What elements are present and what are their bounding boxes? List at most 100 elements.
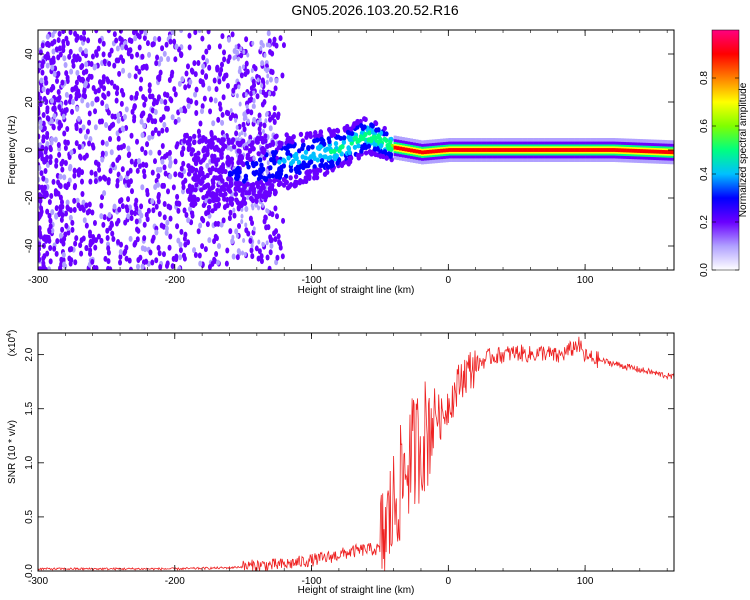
- spectrogram-cell: [168, 96, 173, 103]
- spectrogram-cell: [48, 223, 53, 230]
- spectrogram-cell: [163, 99, 168, 106]
- spectrogram-cell: [248, 195, 254, 202]
- spectrogram-cell: [265, 169, 269, 175]
- spectrogram-cell: [142, 122, 147, 129]
- spectrogram-cell: [130, 188, 135, 195]
- spectrogram-cell: [227, 183, 233, 189]
- spectrogram-cell: [41, 112, 46, 119]
- spectrogram-cell: [140, 64, 145, 71]
- spectrogram-cell: [194, 86, 199, 93]
- spectrogram-cell: [272, 105, 277, 112]
- spectrogram-cell: [245, 108, 250, 115]
- spectrogram-cell: [208, 108, 213, 115]
- spectrogram-cell: [219, 66, 224, 73]
- spectrogram-cell: [94, 30, 99, 34]
- snr-x-tick-label: 100: [577, 576, 594, 587]
- spectrogram-cell: [234, 117, 238, 123]
- spectrogram-cell: [251, 78, 256, 85]
- spectrogram-cell: [165, 219, 170, 226]
- spectrogram-cell: [64, 70, 69, 77]
- spectrogram-cell: [162, 50, 167, 57]
- spectrogram-cell: [118, 253, 123, 260]
- spectrogram-cell: [137, 217, 142, 224]
- spectrogram-cell: [332, 148, 337, 154]
- spectrogram-cell: [48, 154, 53, 161]
- spectrogram-cell: [217, 101, 222, 108]
- spectrogram-cell: [475, 148, 479, 152]
- spectrogram-cell: [134, 65, 139, 72]
- spectrogram-cell: [49, 136, 54, 143]
- spectrogram-cell: [549, 148, 553, 152]
- spectrogram-cell: [236, 248, 241, 255]
- spectrogram-cell: [102, 85, 107, 92]
- spectrogram-cell: [347, 136, 353, 142]
- spectrogram-cell: [263, 52, 267, 58]
- spectrogram-cell: [300, 145, 305, 152]
- spectrogram-cell: [99, 213, 104, 220]
- spectrogram-cell: [238, 101, 242, 107]
- spectrogram-x-tick-label: -300: [28, 275, 48, 286]
- spectrogram-cell: [116, 112, 121, 119]
- spectrogram-cell: [142, 168, 147, 175]
- spectrogram-cell: [270, 173, 275, 179]
- spectrogram-cell: [186, 217, 191, 224]
- spectrogram-cell: [254, 180, 260, 186]
- spectrogram-cell: [213, 167, 219, 173]
- spectrogram-cell: [85, 102, 90, 109]
- spectrogram-cell: [252, 98, 256, 104]
- spectrogram-cell: [251, 205, 255, 211]
- spectrogram-cell: [143, 149, 148, 156]
- spectrogram-cell: [40, 187, 45, 194]
- spectrogram-cell: [88, 135, 93, 142]
- spectrogram-cell: [207, 64, 212, 71]
- spectrogram-cell: [72, 172, 77, 179]
- spectrogram-cell: [268, 151, 272, 157]
- spectrogram-cell: [115, 85, 120, 92]
- spectrogram-cell: [161, 182, 166, 189]
- spectrogram-cell: [240, 219, 244, 225]
- spectrogram-cell: [579, 148, 583, 152]
- spectrogram-cell: [107, 212, 112, 219]
- spectrogram-cell: [268, 234, 273, 241]
- spectrogram-cell: [200, 108, 205, 115]
- spectrogram-cell: [41, 255, 46, 262]
- spectrogram-cell: [38, 211, 41, 218]
- spectrogram-cell: [65, 126, 70, 133]
- spectrogram-cell: [266, 180, 271, 186]
- spectrogram-cell: [108, 136, 113, 143]
- spectrogram-cell: [274, 133, 279, 139]
- spectrogram-cell: [180, 151, 185, 158]
- spectrogram-cell: [157, 149, 162, 156]
- spectrogram-cell: [38, 233, 43, 240]
- spectrogram-cell: [154, 60, 159, 67]
- spectrogram-cell: [226, 58, 231, 65]
- spectrogram-cell: [106, 177, 111, 184]
- spectrogram-cell: [254, 193, 259, 199]
- spectrogram-cell: [231, 234, 235, 240]
- spectrogram-cell: [193, 30, 198, 36]
- spectrogram-cell: [61, 240, 66, 247]
- spectrogram-cell: [127, 37, 132, 44]
- spectrogram-cell: [124, 255, 129, 262]
- spectrogram-cell: [115, 45, 120, 52]
- spectrogram-cell: [193, 71, 198, 78]
- spectrogram-cell: [386, 144, 391, 150]
- spectrogram-cell: [265, 254, 270, 261]
- spectrogram-cell: [271, 90, 276, 97]
- spectrogram-cell: [43, 167, 48, 174]
- spectrogram-cell: [328, 128, 333, 134]
- spectrogram-cell: [101, 221, 106, 228]
- spectrogram-cell: [179, 30, 184, 34]
- spectrogram-cell: [327, 139, 332, 145]
- spectrogram-cell: [56, 70, 61, 77]
- colorbar-tick-label: 0.8: [699, 71, 710, 85]
- spectrogram-cell: [209, 131, 214, 138]
- spectrogram-cell: [58, 232, 63, 239]
- spectrogram-cell: [38, 266, 42, 270]
- spectrogram-cell: [221, 75, 226, 82]
- spectrogram-cell: [220, 192, 226, 199]
- spectrogram-cell: [103, 255, 108, 262]
- spectrogram-cell: [269, 242, 274, 249]
- spectrogram-cell: [153, 158, 158, 165]
- spectrogram-cell: [265, 240, 269, 246]
